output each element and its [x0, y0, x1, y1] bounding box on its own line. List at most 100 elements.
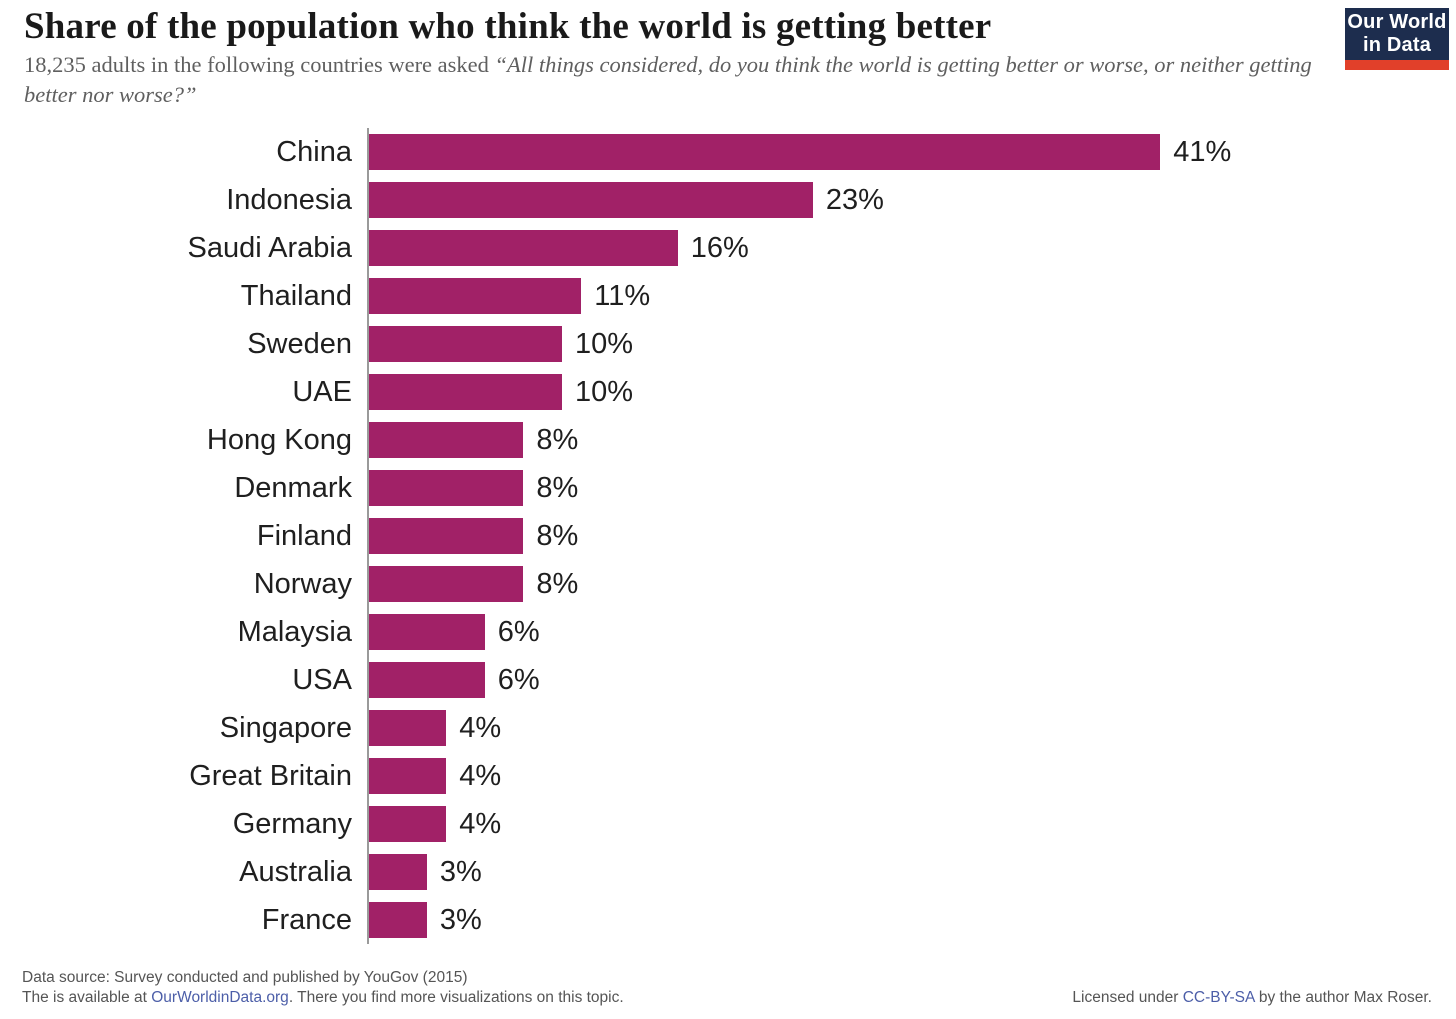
chart-row: Singapore 4% — [0, 704, 1456, 752]
bar-zone: 16% — [369, 224, 1456, 272]
country-label: Germany — [232, 807, 352, 840]
country-label: Great Britain — [189, 759, 352, 792]
bar — [369, 614, 485, 650]
country-label: Finland — [256, 519, 352, 552]
license-link[interactable]: CC-BY-SA — [1182, 989, 1255, 1006]
bar-zone: 4% — [369, 704, 1456, 752]
value-label: 6% — [497, 615, 540, 648]
bar-zone: 3% — [369, 848, 1456, 896]
chart-row: Germany 4% — [0, 800, 1456, 848]
bar — [369, 422, 524, 458]
country-label: China — [276, 135, 352, 168]
bar — [369, 854, 427, 890]
bar — [369, 182, 813, 218]
bar — [369, 902, 427, 938]
availability-prefix: The is available at — [22, 988, 152, 1006]
value-label: 23% — [825, 183, 884, 216]
bar-zone: 8% — [369, 512, 1456, 560]
country-label: Thailand — [240, 279, 352, 312]
chart-row: China 41% — [0, 128, 1456, 176]
page-title: Share of the population who think the wo… — [24, 6, 992, 47]
value-label: 16% — [690, 231, 749, 264]
bar-zone: 23% — [369, 176, 1456, 224]
bar-zone: 4% — [369, 752, 1456, 800]
bar — [369, 758, 447, 794]
bar — [369, 662, 485, 698]
bar — [369, 278, 582, 314]
chart-row: Hong Kong 8% — [0, 416, 1456, 464]
bar — [369, 470, 524, 506]
value-label: 4% — [459, 711, 502, 744]
chart-row: Denmark 8% — [0, 464, 1456, 512]
bar — [369, 230, 678, 266]
country-label: Singapore — [219, 711, 352, 744]
value-label: 4% — [459, 759, 502, 792]
value-label: 11% — [594, 279, 651, 312]
bar — [369, 710, 447, 746]
bar-zone: 6% — [369, 656, 1456, 704]
availability-note: The is available at OurWorldinData.org. … — [22, 988, 624, 1008]
chart-row: Thailand 11% — [0, 272, 1456, 320]
country-label: UAE — [292, 375, 352, 408]
bar-zone: 8% — [369, 560, 1456, 608]
license-prefix: Licensed under — [1072, 989, 1183, 1006]
chart-row: UAE 10% — [0, 368, 1456, 416]
bar — [369, 566, 524, 602]
owid-logo-red-strip — [1345, 60, 1449, 70]
value-label: 3% — [439, 903, 482, 936]
owid-logo: Our World in Data — [1345, 8, 1449, 70]
country-label: Norway — [253, 567, 352, 600]
footer-left: Data source: Survey conducted and publis… — [22, 968, 624, 1007]
owid-logo-line2: in Data — [1362, 34, 1432, 56]
country-label: France — [261, 903, 352, 936]
chart-row: Great Britain 4% — [0, 752, 1456, 800]
value-label: 8% — [536, 471, 579, 504]
country-label: Denmark — [234, 471, 352, 504]
value-label: 41% — [1173, 135, 1232, 168]
chart-row: Sweden 10% — [0, 320, 1456, 368]
bar-zone: 8% — [369, 464, 1456, 512]
chart-row: Norway 8% — [0, 560, 1456, 608]
country-label: Indonesia — [226, 183, 352, 216]
country-label: USA — [292, 663, 352, 696]
chart-subtitle: 18,235 adults in the following countries… — [24, 50, 1316, 110]
bar-zone: 4% — [369, 800, 1456, 848]
footer-right: Licensed under CC-BY-SA by the author Ma… — [1072, 989, 1432, 1007]
country-label: Hong Kong — [206, 423, 352, 456]
value-label: 6% — [497, 663, 540, 696]
value-label: 8% — [536, 423, 579, 456]
value-label: 3% — [439, 855, 482, 888]
y-axis-line — [367, 128, 369, 944]
value-label: 10% — [575, 375, 634, 408]
chart-row: Australia 3% — [0, 848, 1456, 896]
bar-zone: 3% — [369, 896, 1456, 944]
bar — [369, 806, 447, 842]
country-label: Saudi Arabia — [187, 231, 352, 264]
bar-zone: 10% — [369, 368, 1456, 416]
country-label: Malaysia — [237, 615, 352, 648]
owid-logo-line1: Our World — [1347, 11, 1447, 33]
license-suffix: by the author Max Roser. — [1254, 989, 1432, 1006]
chart-row: USA 6% — [0, 656, 1456, 704]
chart-rows: China 41% Indonesia 23% Saudi Arabia 16% Thail… — [0, 128, 1456, 944]
country-label: Sweden — [247, 327, 352, 360]
bar — [369, 134, 1161, 170]
value-label: 8% — [536, 519, 579, 552]
chart-row: France 3% — [0, 896, 1456, 944]
bar-zone: 11% — [369, 272, 1456, 320]
chart-row: Saudi Arabia 16% — [0, 224, 1456, 272]
value-label: 4% — [459, 807, 502, 840]
owid-link[interactable]: OurWorldinData.org — [151, 988, 289, 1006]
chart-row: Malaysia 6% — [0, 608, 1456, 656]
value-label: 8% — [536, 567, 579, 600]
bar-zone: 10% — [369, 320, 1456, 368]
bar-chart: China 41% Indonesia 23% Saudi Arabia 16% Thail… — [0, 128, 1456, 944]
bar — [369, 374, 562, 410]
owid-logo-box: Our World in Data — [1345, 8, 1449, 60]
subtitle-prefix: 18,235 adults in the following countries… — [24, 52, 495, 77]
bar-zone: 41% — [369, 128, 1456, 176]
subtitle-question: “All things considered, do you think the… — [24, 52, 1312, 107]
value-label: 10% — [575, 327, 634, 360]
chart-row: Finland 8% — [0, 512, 1456, 560]
bar-zone: 8% — [369, 416, 1456, 464]
